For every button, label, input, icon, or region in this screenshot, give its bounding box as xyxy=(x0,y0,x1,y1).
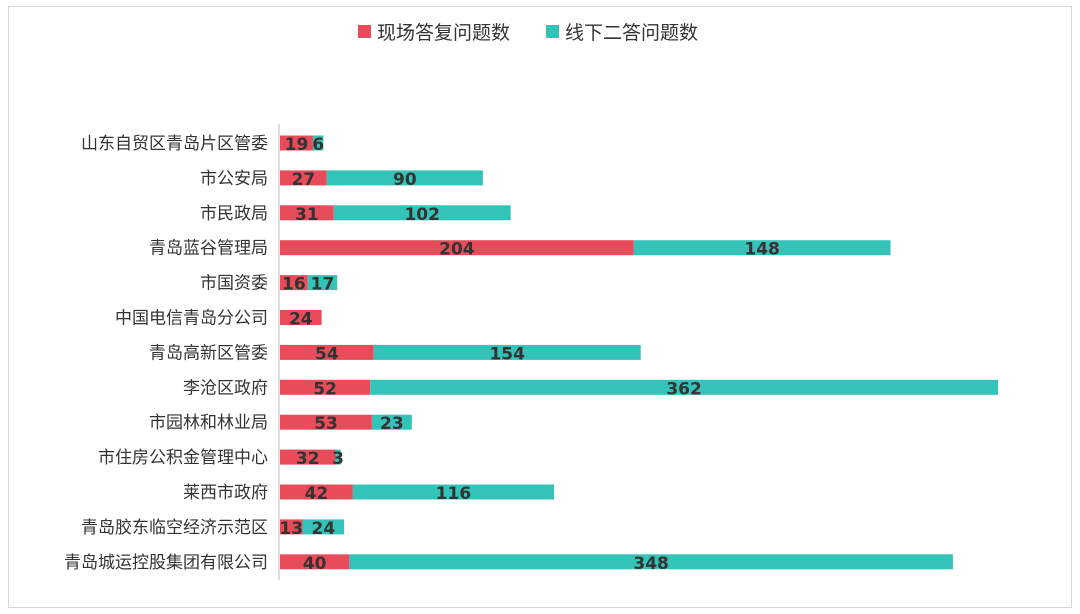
value-label-offline: 102 xyxy=(404,205,440,225)
bar-offline xyxy=(307,275,338,291)
category-label: 市民政局 xyxy=(200,204,268,224)
bar-onsite xyxy=(280,205,334,221)
category-label: 青岛胶东临空经济示范区 xyxy=(81,518,268,538)
value-label-offline: 3 xyxy=(332,449,344,469)
bar-offline xyxy=(371,414,412,430)
legend: 现场答复问题数 线下二答问题数 xyxy=(358,22,698,44)
value-label-offline: 23 xyxy=(380,414,404,434)
category-label: 山东自贸区青岛片区管委 xyxy=(81,134,268,154)
bar-onsite xyxy=(280,554,350,570)
category-label: 李沧区政府 xyxy=(183,378,268,398)
bar-onsite xyxy=(280,449,336,465)
bar-onsite xyxy=(280,275,308,291)
bar-onsite xyxy=(280,344,374,360)
bar-onsite xyxy=(280,240,634,256)
value-label-onsite: 27 xyxy=(292,170,316,190)
legend-item-offline-swatch xyxy=(546,25,559,38)
value-label-onsite: 52 xyxy=(313,379,337,399)
value-label-onsite: 13 xyxy=(279,519,303,539)
value-label-offline: 362 xyxy=(666,379,702,399)
category-label: 市国资委 xyxy=(200,274,268,294)
bar-offline xyxy=(349,554,953,570)
bar-offline xyxy=(326,170,483,186)
value-label-offline: 6 xyxy=(312,135,324,155)
bar-onsite xyxy=(280,310,322,325)
value-label-onsite: 204 xyxy=(439,240,475,260)
bar-offline xyxy=(373,344,641,360)
value-label-offline: 148 xyxy=(744,240,780,260)
value-label-offline: 90 xyxy=(393,170,417,190)
bar-offline xyxy=(335,449,341,465)
value-label-onsite: 42 xyxy=(305,484,329,504)
value-label-onsite: 53 xyxy=(314,414,338,434)
category-label: 市公安局 xyxy=(200,169,268,189)
value-label-onsite: 40 xyxy=(303,554,327,574)
bar-offline xyxy=(312,135,324,151)
category-label: 中国电信青岛分公司 xyxy=(115,309,268,329)
value-label-offline: 348 xyxy=(633,554,669,574)
value-label-onsite: 24 xyxy=(289,310,313,330)
value-label-offline: 17 xyxy=(311,275,335,295)
bar-onsite xyxy=(280,170,327,186)
category-label: 市住房公积金管理中心 xyxy=(98,448,268,468)
value-label-onsite: 54 xyxy=(315,344,339,364)
bar-onsite xyxy=(280,484,353,500)
legend-item-onsite-swatch xyxy=(358,25,371,38)
bars xyxy=(280,135,998,570)
category-labels: 山东自贸区青岛片区管委市公安局市民政局青岛蓝谷管理局市国资委中国电信青岛分公司青… xyxy=(64,134,268,573)
category-label: 青岛蓝谷管理局 xyxy=(149,239,268,259)
chart-frame xyxy=(8,6,1072,608)
bar-onsite xyxy=(280,519,303,535)
bar-onsite xyxy=(280,414,372,430)
value-label-onsite: 31 xyxy=(295,205,319,225)
bar-offline xyxy=(302,519,345,535)
category-label: 莱西市政府 xyxy=(183,483,268,503)
value-label-onsite: 19 xyxy=(285,135,309,155)
bar-offline xyxy=(370,379,998,395)
bar-offline xyxy=(333,205,511,221)
value-label-offline: 116 xyxy=(436,484,472,504)
category-label: 青岛城运控股集团有限公司 xyxy=(64,553,268,573)
value-label-onsite: 16 xyxy=(282,275,306,295)
bar-onsite xyxy=(280,135,313,151)
value-label-onsite: 32 xyxy=(296,449,320,469)
bar-onsite xyxy=(280,379,371,395)
category-label: 市园林和林业局 xyxy=(149,413,268,433)
value-label-offline: 24 xyxy=(312,519,336,539)
category-label: 青岛高新区管委 xyxy=(149,343,268,363)
bar-offline xyxy=(633,240,891,256)
legend-item-onsite-label: 现场答复问题数 xyxy=(377,22,510,44)
bar-offline xyxy=(352,484,555,500)
legend-item-offline-label: 线下二答问题数 xyxy=(565,22,698,44)
value-label-offline: 154 xyxy=(489,344,525,364)
